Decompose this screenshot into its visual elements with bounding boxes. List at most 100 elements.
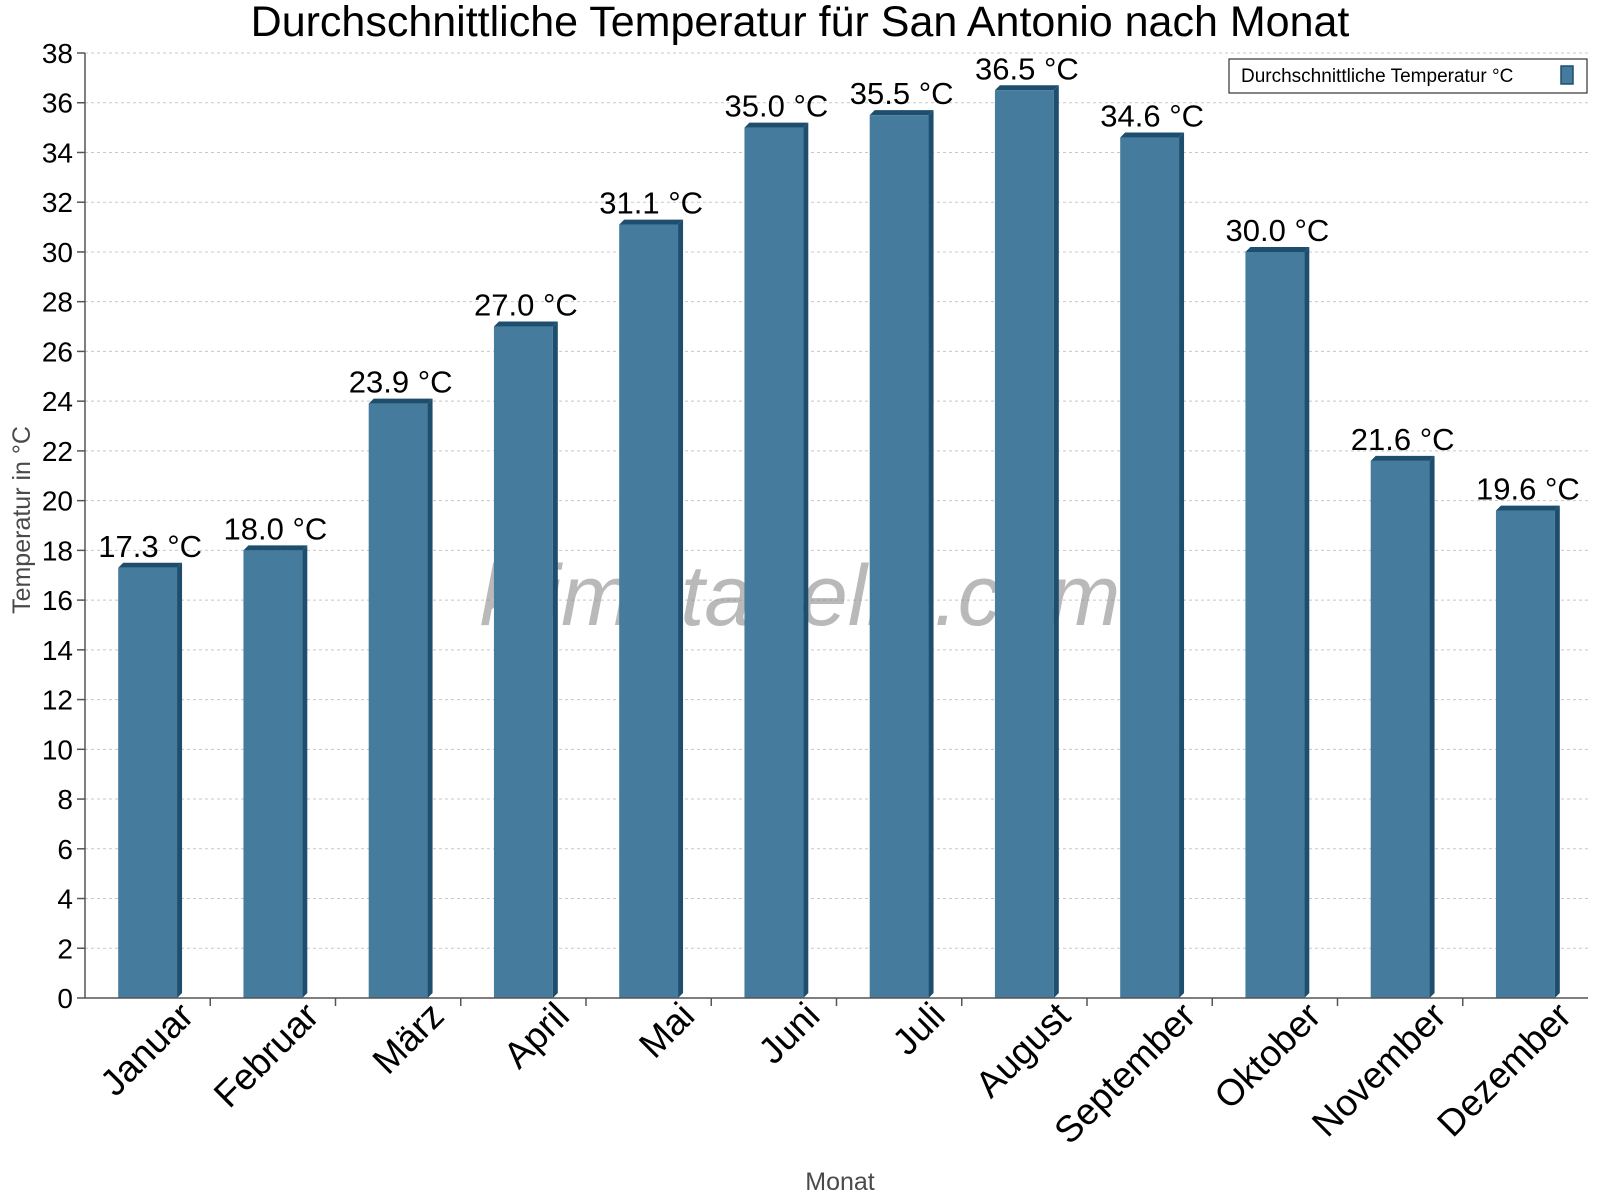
bar-top <box>869 110 934 116</box>
x-tick-label: Oktober <box>1206 995 1328 1117</box>
bar-side <box>552 321 558 999</box>
bar-top <box>994 85 1059 91</box>
y-tick-label: 14 <box>42 635 73 666</box>
bar-top <box>368 398 433 404</box>
x-axis-ticks: Januar Februar März April Mai Juni Juli AugustS… <box>92 994 1579 1151</box>
x-tick-label: März <box>365 995 452 1082</box>
y-tick-label: 24 <box>42 386 73 417</box>
y-tick-label: 4 <box>57 884 73 915</box>
data-label: 31.1 °C <box>599 186 703 221</box>
bar-front <box>118 567 178 998</box>
bar-front <box>869 115 929 999</box>
bar-side <box>678 219 684 998</box>
data-label: 30.0 °C <box>1226 213 1330 248</box>
bar-side <box>803 122 809 998</box>
bar-august <box>994 85 1059 999</box>
bar-oktober <box>1245 246 1310 998</box>
y-tick-label: 18 <box>42 535 73 566</box>
bar-front <box>994 90 1054 999</box>
bar-top <box>744 122 809 128</box>
bar-side <box>1304 246 1310 998</box>
data-label: 36.5 °C <box>975 51 1079 86</box>
data-label: 34.6 °C <box>1100 99 1204 134</box>
y-tick-label: 38 <box>42 38 73 69</box>
data-label: 19.6 °C <box>1476 472 1580 507</box>
bar-juni <box>744 122 809 998</box>
x-tick-label: Juli <box>885 995 953 1063</box>
bar-side <box>1554 505 1560 998</box>
x-axis-title: Monat <box>805 1168 875 1196</box>
data-label: 35.0 °C <box>725 89 829 124</box>
y-tick-label: 10 <box>42 734 73 765</box>
bar-side <box>1429 455 1435 998</box>
legend-box <box>1228 58 1588 94</box>
x-tick-label: Mai <box>631 995 702 1066</box>
x-tick-label: November <box>1304 995 1454 1145</box>
bar-januar <box>118 562 183 998</box>
legend-swatch <box>1560 65 1574 85</box>
y-tick-label: 6 <box>57 834 73 865</box>
y-tick-label: 30 <box>42 237 73 268</box>
bar-front <box>1120 137 1180 999</box>
bar-side <box>427 398 433 998</box>
bar-top <box>1120 132 1185 138</box>
y-tick-label: 26 <box>42 336 73 367</box>
bar-mai <box>619 219 684 998</box>
bar-dezember <box>1495 505 1560 998</box>
y-tick-label: 20 <box>42 486 73 517</box>
data-label: 27.0 °C <box>474 288 578 323</box>
bar-februar <box>243 545 308 998</box>
chart-title: Durchschnittliche Temperatur für San Ant… <box>251 0 1350 46</box>
grid-lines <box>85 52 1588 949</box>
bar-front <box>619 224 679 998</box>
x-tick-label: Februar <box>206 995 327 1116</box>
bar-top <box>118 562 183 568</box>
bar-side <box>1179 132 1185 999</box>
y-tick-label: 28 <box>42 287 73 318</box>
x-tick-label: Dezember <box>1429 995 1579 1145</box>
bar-front <box>493 326 553 999</box>
bar-side <box>928 110 934 999</box>
bar-april <box>493 321 558 999</box>
bar-front <box>1245 251 1305 998</box>
bar-top <box>1245 246 1310 252</box>
bar-front <box>1370 460 1430 998</box>
bar-side <box>302 545 308 998</box>
bar-side <box>177 562 183 998</box>
bar-top <box>619 219 684 225</box>
bar-juli <box>869 110 934 999</box>
bar-top <box>1495 505 1560 511</box>
bar-top <box>493 321 558 327</box>
bar-top <box>243 545 308 551</box>
bar-top <box>1370 455 1435 461</box>
data-label: 23.9 °C <box>349 365 453 400</box>
data-label: 18.0 °C <box>224 511 328 546</box>
y-tick-label: 32 <box>42 187 73 218</box>
y-tick-label: 36 <box>42 88 73 119</box>
x-tick-label: Januar <box>92 995 201 1104</box>
legend: Durchschnittliche Temperatur °C <box>1228 58 1588 94</box>
bars <box>118 85 1560 999</box>
bar-front <box>744 127 804 998</box>
data-label: 21.6 °C <box>1351 422 1455 457</box>
bar-november <box>1370 455 1435 998</box>
x-tick-label: April <box>496 995 577 1076</box>
y-tick-label: 22 <box>42 436 73 467</box>
y-tick-label: 34 <box>42 137 73 168</box>
x-tick-label: August <box>968 994 1079 1105</box>
y-tick-label: 12 <box>42 685 73 716</box>
bar-märz <box>368 398 433 998</box>
bar-september <box>1120 132 1185 999</box>
x-tick-label: Juni <box>751 995 828 1072</box>
y-tick-label: 0 <box>57 983 73 1014</box>
y-tick-label: 8 <box>57 784 73 815</box>
bar-front <box>1495 510 1555 998</box>
data-label: 17.3 °C <box>98 529 202 564</box>
bar-front <box>243 550 303 998</box>
data-label: 35.5 °C <box>850 76 954 111</box>
y-tick-label: 2 <box>57 933 73 964</box>
y-axis-title: Temperatur in °C <box>8 426 36 614</box>
data-labels: 17.3 °C 18.0 °C 23.9 °C 27.0 °C 31.1 °C 35.0 … <box>98 51 1579 563</box>
